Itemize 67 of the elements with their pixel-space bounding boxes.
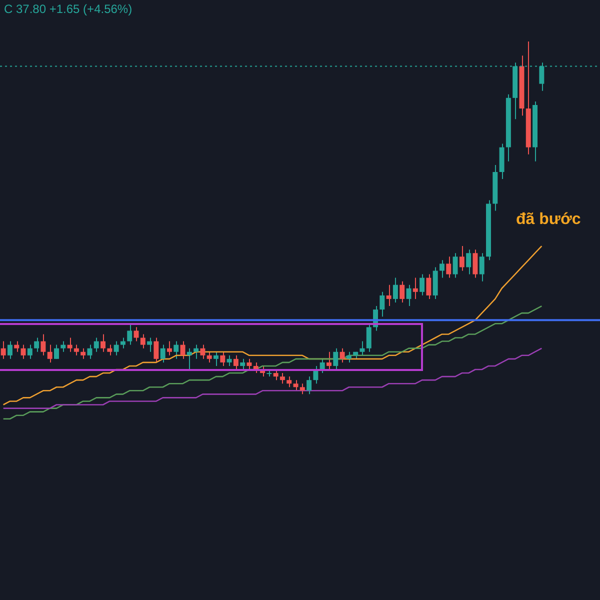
candlestick <box>127 323 132 346</box>
candlestick <box>226 354 232 366</box>
candlestick <box>140 334 146 349</box>
candlestick <box>27 344 32 360</box>
candlestick <box>154 337 159 363</box>
candlestick <box>326 351 332 370</box>
candlestick <box>114 340 119 356</box>
candlestick <box>60 340 66 352</box>
candlestick <box>472 249 478 278</box>
candlestick <box>346 351 352 363</box>
text: C 37.80 +1.65 (+4.56%) <box>4 2 132 16</box>
candlestick <box>420 274 425 296</box>
candlestick <box>206 351 212 363</box>
candlestick <box>446 256 452 278</box>
candlestick <box>166 340 172 356</box>
candlestick <box>426 274 432 300</box>
candlestick <box>200 344 206 360</box>
candlestick <box>333 348 338 370</box>
candlestick <box>14 340 20 352</box>
candlestick <box>47 344 52 363</box>
candlestick <box>194 344 199 360</box>
candlestick <box>300 383 305 395</box>
candlestick <box>100 334 106 352</box>
candlestick <box>306 376 312 395</box>
candlestick <box>320 358 325 374</box>
candlestick <box>147 337 152 352</box>
candlestick <box>74 344 79 356</box>
candlestick <box>107 344 112 356</box>
candlestick <box>406 284 412 307</box>
candlestick <box>293 380 298 392</box>
candlestick <box>134 326 139 342</box>
candlestick <box>340 348 345 363</box>
candlestick <box>0 340 6 360</box>
candlestick <box>380 291 385 318</box>
candlestick <box>366 323 372 352</box>
candlestick <box>80 348 86 360</box>
candlestick <box>214 351 218 366</box>
candlestick <box>286 376 292 388</box>
candlestick <box>120 337 126 349</box>
candlestick <box>466 249 472 275</box>
candlestick <box>7 340 12 360</box>
candlestick <box>87 344 92 360</box>
candlestick <box>400 280 405 303</box>
candlestick <box>54 344 59 360</box>
candlestick <box>360 340 365 356</box>
candlestick <box>174 340 179 360</box>
candlestick <box>67 337 72 352</box>
candlestick <box>392 277 398 303</box>
candlestick <box>186 348 192 370</box>
candlestick <box>94 337 99 352</box>
candlestick <box>233 354 238 370</box>
candlestick <box>34 337 40 352</box>
candlestick <box>240 358 246 370</box>
candlestick <box>479 252 484 282</box>
candlestick <box>180 340 186 360</box>
candlestick <box>386 284 392 307</box>
candlestick <box>246 358 252 370</box>
annotation: đã bước <box>516 211 581 229</box>
candlestick <box>439 260 444 278</box>
candlestick <box>412 277 418 300</box>
candlestick <box>20 344 26 360</box>
candlestick <box>280 372 285 384</box>
candlestick <box>40 334 46 356</box>
candlestick <box>459 246 464 272</box>
candlestick <box>160 344 166 363</box>
candlestick <box>452 252 458 278</box>
candlestick <box>220 351 226 366</box>
